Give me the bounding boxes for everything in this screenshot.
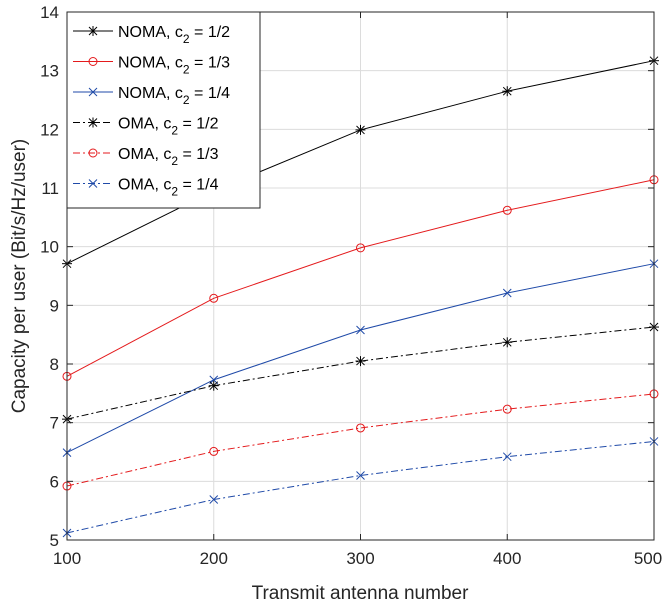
data-point [356,325,365,335]
data-point [208,380,219,391]
x-tick-label: 200 [200,549,228,568]
data-point [356,423,365,433]
legend-swatch-marker [88,57,98,66]
y-tick-label: 6 [50,472,59,491]
axis-ticks: 100 200 300 400 500 5 6 7 8 9 10 11 12 13 14 [40,3,662,568]
legend-label: OMA, c2 = 1/3 [118,146,219,168]
y-tick-label: 8 [50,355,59,374]
y-tick-label: 12 [40,120,59,139]
series-line [66,393,655,487]
series-line [66,179,655,377]
y-tick-label: 9 [50,296,59,315]
y-tick-label: 7 [50,414,59,433]
x-tick-label: 300 [346,549,374,568]
legend-swatch-marker [88,26,98,36]
legend: NOMA, c2 = 1/2 NOMA, c2 = 1/3 NOMA, c2 = 1… [66,11,261,209]
series-line [66,326,655,420]
legend-label: OMA, c2 = 1/4 [118,177,219,199]
y-tick-label: 14 [40,3,59,22]
y-tick-label: 11 [41,179,59,198]
x-axis-label: Transmit antenna number [252,583,470,604]
series-5 [62,389,659,491]
legend-label: NOMA, c2 = 1/2 [118,24,230,46]
legend-item: NOMA, c2 = 1/2 [73,24,230,46]
data-point [502,205,512,215]
legend-swatch-marker [88,87,98,97]
legend-label: NOMA, c2 = 1/4 [118,85,230,107]
data-point [502,404,512,414]
data-point [209,495,219,504]
legend-box [66,11,261,209]
data-point [356,471,365,480]
data-point [355,356,366,367]
data-point [356,243,365,253]
data-point [502,337,513,348]
legend-label: NOMA, c2 = 1/3 [118,55,230,77]
data-point [502,288,512,298]
data-point [209,293,219,303]
legend-label: OMA, c2 = 1/2 [118,116,219,138]
series-line [66,440,655,534]
y-axis-label: Capacity per user (Bit/s/Hz/user) [9,139,30,414]
legend-swatch-marker [88,117,98,128]
legend-item: OMA, c2 = 1/2 [73,116,219,138]
legend-item: OMA, c2 = 1/3 [73,146,219,168]
legend-item: OMA, c2 = 1/4 [73,177,219,199]
x-tick-label: 100 [53,549,81,568]
y-tick-label: 10 [40,238,59,257]
data-point [502,452,512,462]
data-point [355,124,366,135]
data-point [502,86,513,97]
x-tick-label: 400 [493,549,521,568]
legend-item: NOMA, c2 = 1/3 [73,55,230,77]
data-point [209,446,219,456]
y-tick-label: 13 [40,62,59,81]
legend-swatch-marker [88,179,98,188]
x-tick-label: 500 [634,549,662,568]
y-tick-label: 5 [50,531,59,550]
legend-item: NOMA, c2 = 1/4 [73,85,230,107]
legend-swatch-marker [88,148,98,158]
